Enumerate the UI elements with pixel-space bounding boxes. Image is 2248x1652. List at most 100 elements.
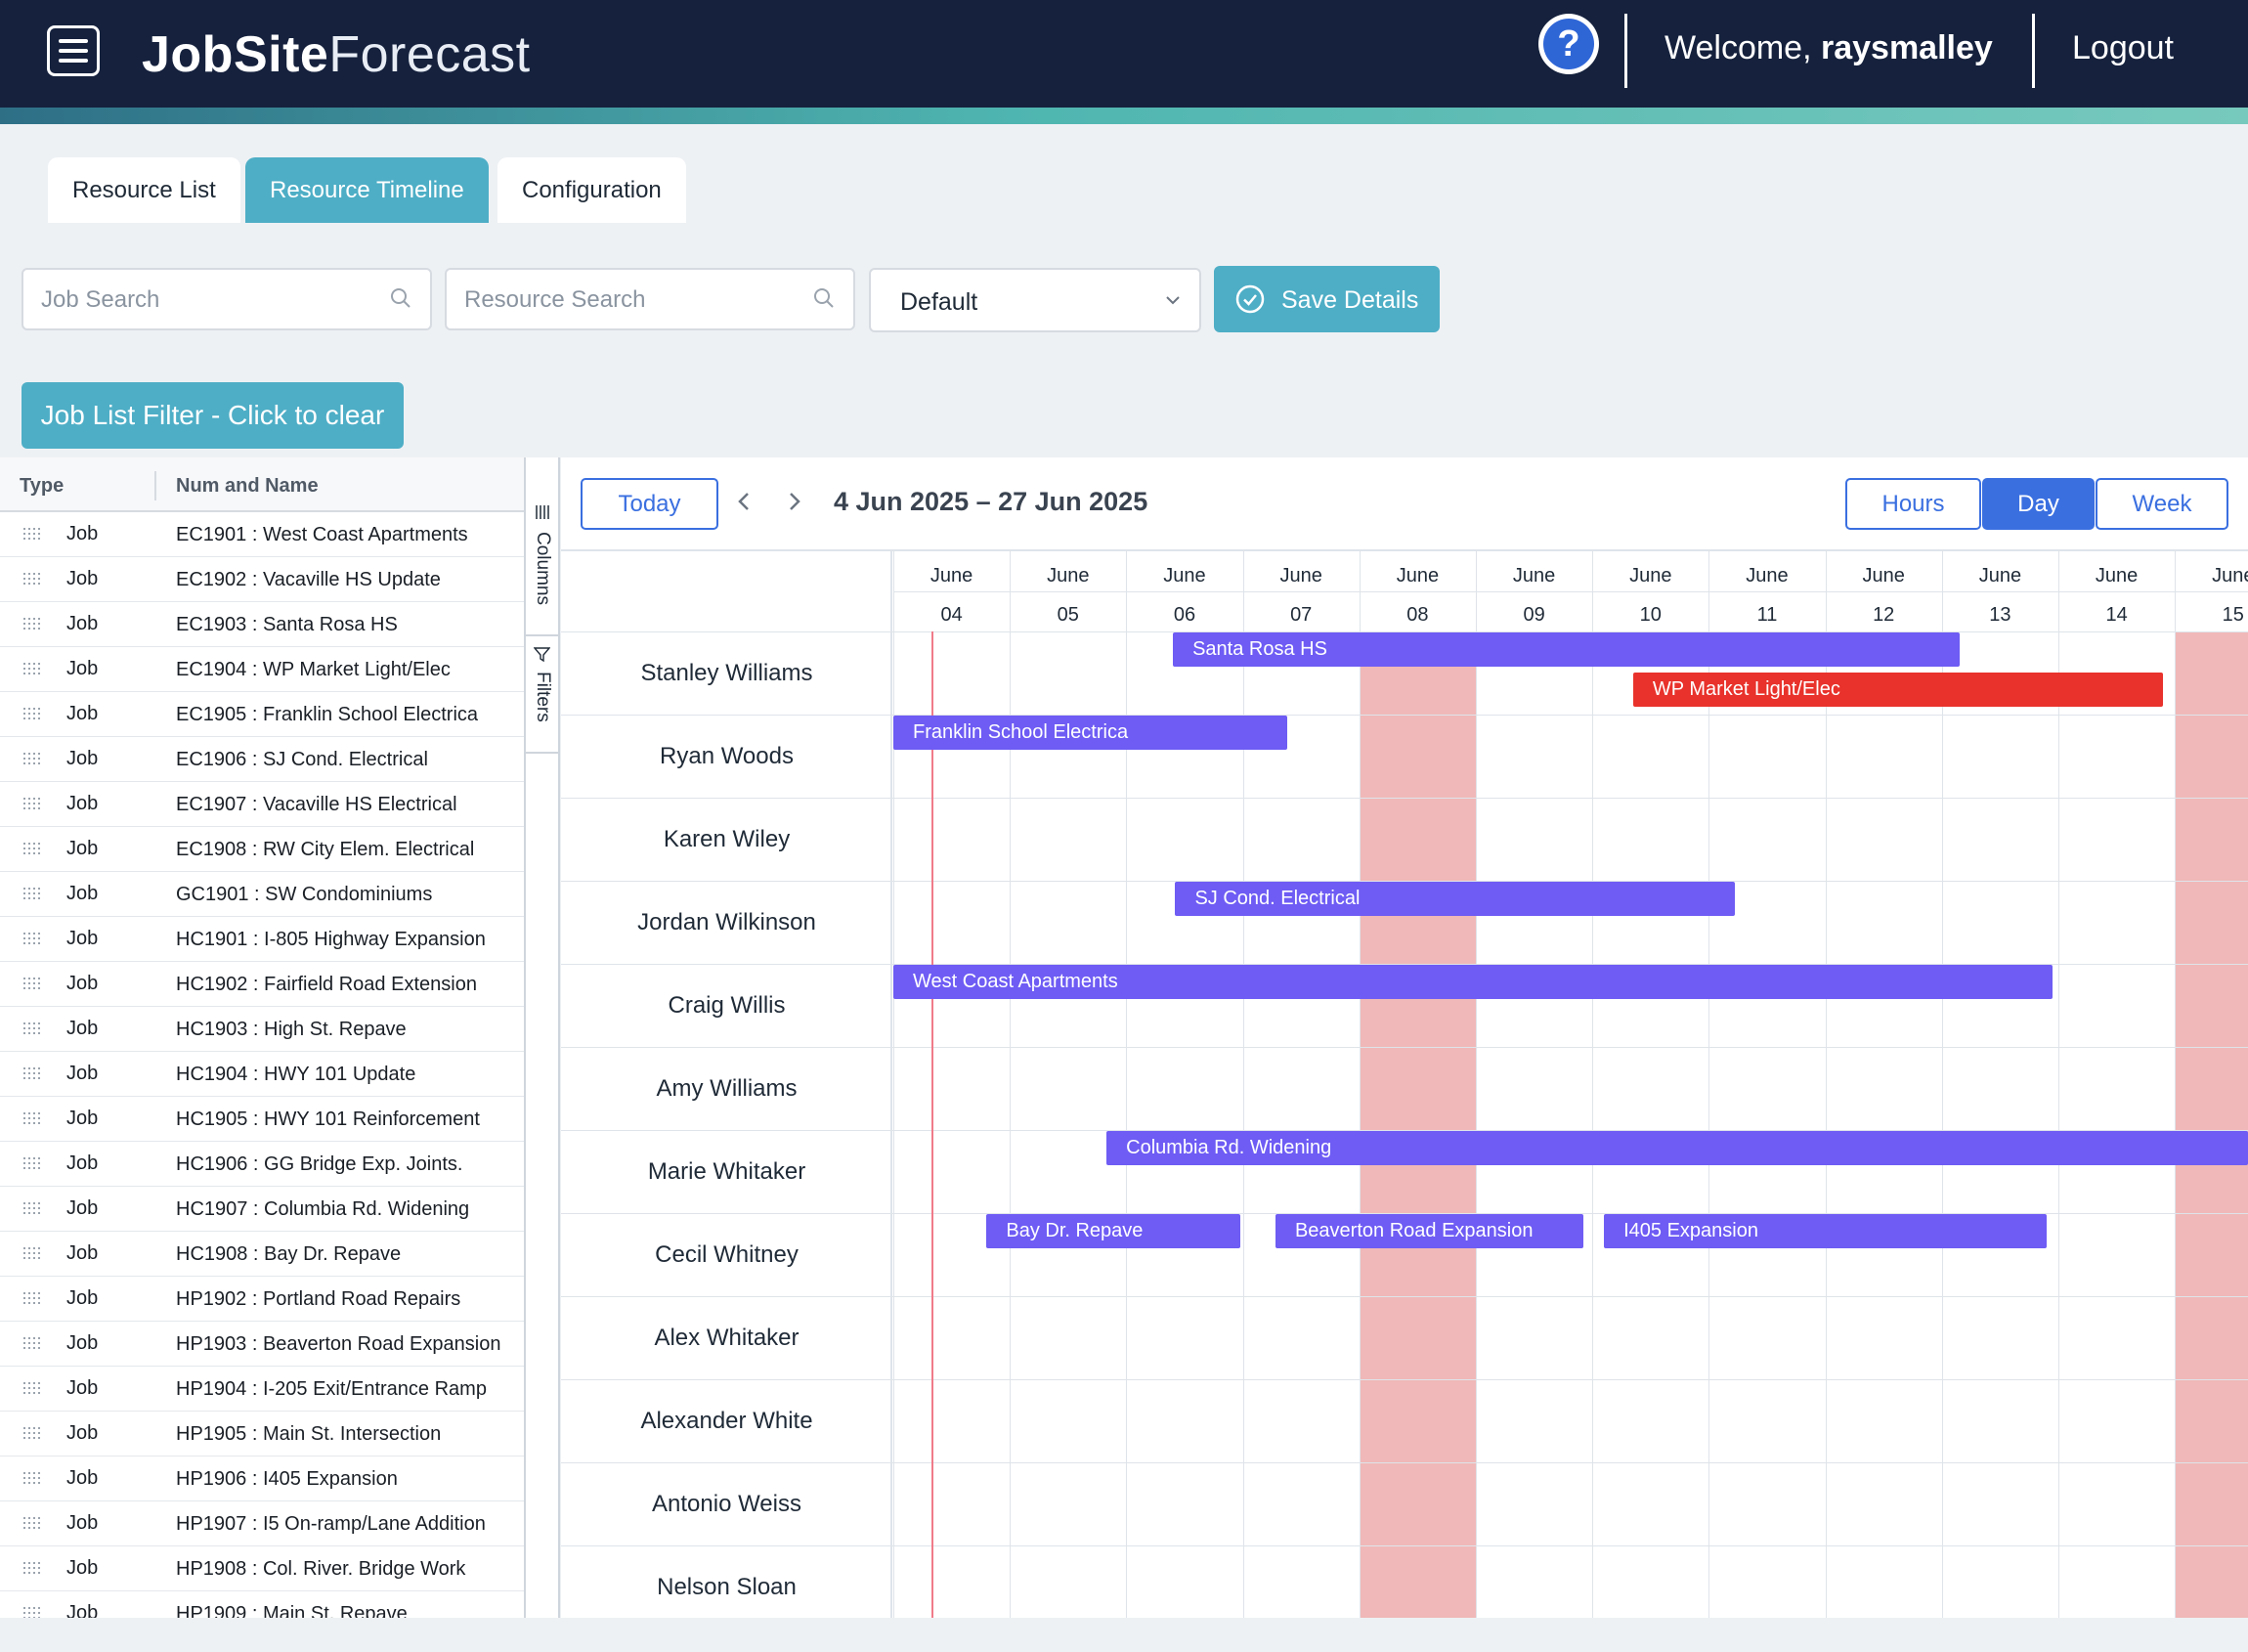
drag-handle-icon[interactable] bbox=[23, 617, 43, 630]
drag-handle-icon[interactable] bbox=[23, 527, 43, 541]
view-week-button[interactable]: Week bbox=[2096, 478, 2228, 530]
drag-handle-icon[interactable] bbox=[23, 1606, 43, 1618]
chevron-right-icon[interactable] bbox=[784, 487, 805, 516]
resource-row-gridline bbox=[561, 1130, 2248, 1131]
resource-name[interactable]: Craig Willis bbox=[668, 992, 786, 1019]
drag-handle-icon[interactable] bbox=[23, 1426, 43, 1440]
resource-name[interactable]: Ryan Woods bbox=[660, 743, 794, 769]
job-search-input[interactable]: Job Search bbox=[22, 268, 432, 330]
job-list-row[interactable]: Job HC1904 : HWY 101 Update bbox=[0, 1052, 524, 1097]
resource-name[interactable]: Jordan Wilkinson bbox=[637, 909, 816, 935]
view-hours-button[interactable]: Hours bbox=[1845, 478, 1981, 530]
drag-handle-icon[interactable] bbox=[23, 1156, 43, 1170]
drag-handle-icon[interactable] bbox=[23, 932, 43, 945]
job-list-row[interactable]: Job HP1902 : Portland Road Repairs bbox=[0, 1277, 524, 1322]
job-num-name: HC1908 : Bay Dr. Repave bbox=[176, 1243, 402, 1265]
drag-handle-icon[interactable] bbox=[23, 1471, 43, 1485]
drag-handle-icon[interactable] bbox=[23, 1022, 43, 1035]
drag-handle-icon[interactable] bbox=[23, 662, 43, 675]
job-assignment-bar[interactable]: I405 Expansion bbox=[1604, 1214, 2048, 1248]
job-list-row[interactable]: Job EC1903 : Santa Rosa HS bbox=[0, 602, 524, 647]
job-assignment-bar[interactable]: SJ Cond. Electrical bbox=[1175, 882, 1735, 916]
column-header-num-name[interactable]: Num and Name bbox=[176, 475, 319, 497]
drag-handle-icon[interactable] bbox=[23, 1246, 43, 1260]
help-icon[interactable]: ? bbox=[1538, 14, 1599, 74]
tab-configuration[interactable]: Configuration bbox=[497, 157, 686, 223]
drag-handle-icon[interactable] bbox=[23, 1291, 43, 1305]
job-list-row[interactable]: Job HC1908 : Bay Dr. Repave bbox=[0, 1232, 524, 1277]
tab-resource-timeline[interactable]: Resource Timeline bbox=[245, 157, 489, 223]
job-list-row[interactable]: Job HP1904 : I-205 Exit/Entrance Ramp bbox=[0, 1367, 524, 1412]
day-header-month: June bbox=[1396, 565, 1440, 587]
hamburger-menu-icon[interactable] bbox=[47, 25, 100, 76]
drag-handle-icon[interactable] bbox=[23, 797, 43, 810]
resource-row-gridline bbox=[561, 1213, 2248, 1214]
app-logo[interactable]: JobSiteForecast bbox=[142, 26, 531, 83]
tab-resource-list[interactable]: Resource List bbox=[48, 157, 240, 223]
view-day-button[interactable]: Day bbox=[1982, 478, 2095, 530]
job-list-row[interactable]: Job GC1901 : SW Condominiums bbox=[0, 872, 524, 917]
resource-name[interactable]: Cecil Whitney bbox=[655, 1241, 799, 1268]
job-list-row[interactable]: Job HP1905 : Main St. Intersection bbox=[0, 1412, 524, 1456]
drag-handle-icon[interactable] bbox=[23, 1516, 43, 1530]
drag-handle-icon[interactable] bbox=[23, 842, 43, 855]
job-list-row[interactable]: Job HP1909 : Main St. Repave bbox=[0, 1591, 524, 1618]
columns-side-tab[interactable]: Columns bbox=[526, 457, 558, 636]
job-list-row[interactable]: Job EC1904 : WP Market Light/Elec bbox=[0, 647, 524, 692]
job-assignment-bar[interactable]: Columbia Rd. Widening bbox=[1106, 1131, 2248, 1165]
resource-name[interactable]: Alexander White bbox=[640, 1408, 813, 1434]
resource-search-input[interactable]: Resource Search bbox=[445, 268, 855, 330]
drag-handle-icon[interactable] bbox=[23, 1201, 43, 1215]
drag-handle-icon[interactable] bbox=[23, 707, 43, 720]
resource-name[interactable]: Nelson Sloan bbox=[657, 1574, 797, 1600]
job-assignment-bar[interactable]: Franklin School Electrica bbox=[893, 716, 1287, 750]
drag-handle-icon[interactable] bbox=[23, 1111, 43, 1125]
drag-handle-icon[interactable] bbox=[23, 1561, 43, 1575]
job-list-row[interactable]: Job EC1906 : SJ Cond. Electrical bbox=[0, 737, 524, 782]
job-num-name: EC1901 : West Coast Apartments bbox=[176, 524, 468, 545]
job-list-row[interactable]: Job HC1907 : Columbia Rd. Widening bbox=[0, 1187, 524, 1232]
drag-handle-icon[interactable] bbox=[23, 572, 43, 586]
job-list-row[interactable]: Job HP1907 : I5 On-ramp/Lane Addition bbox=[0, 1501, 524, 1546]
column-header-type[interactable]: Type bbox=[20, 475, 65, 497]
resource-name[interactable]: Stanley Williams bbox=[640, 660, 813, 686]
job-list-row[interactable]: Job EC1908 : RW City Elem. Electrical bbox=[0, 827, 524, 872]
drag-handle-icon[interactable] bbox=[23, 1066, 43, 1080]
drag-handle-icon[interactable] bbox=[23, 752, 43, 765]
column-separator[interactable] bbox=[154, 471, 156, 500]
job-list-row[interactable]: Job EC1905 : Franklin School Electrica bbox=[0, 692, 524, 737]
job-list-row[interactable]: Job HC1903 : High St. Repave bbox=[0, 1007, 524, 1052]
job-list-row[interactable]: Job EC1901 : West Coast Apartments bbox=[0, 512, 524, 557]
day-header-month: June bbox=[1746, 565, 1789, 587]
drag-handle-icon[interactable] bbox=[23, 1336, 43, 1350]
view-select[interactable]: Default bbox=[869, 268, 1201, 332]
today-button[interactable]: Today bbox=[581, 478, 718, 530]
job-assignment-bar[interactable]: Beaverton Road Expansion bbox=[1275, 1214, 1583, 1248]
job-list-row[interactable]: Job HP1903 : Beaverton Road Expansion bbox=[0, 1322, 524, 1367]
job-list-row[interactable]: Job EC1902 : Vacaville HS Update bbox=[0, 557, 524, 602]
resource-name[interactable]: Karen Wiley bbox=[663, 826, 791, 852]
resource-name[interactable]: Antonio Weiss bbox=[652, 1491, 801, 1517]
job-list-row[interactable]: Job HC1906 : GG Bridge Exp. Joints. bbox=[0, 1142, 524, 1187]
resource-name[interactable]: Amy Williams bbox=[656, 1075, 798, 1102]
job-assignment-bar[interactable]: Bay Dr. Repave bbox=[986, 1214, 1241, 1248]
job-list-row[interactable]: Job HC1902 : Fairfield Road Extension bbox=[0, 962, 524, 1007]
chevron-left-icon[interactable] bbox=[733, 487, 755, 516]
job-list-row[interactable]: Job HC1901 : I-805 Highway Expansion bbox=[0, 917, 524, 962]
job-list-filter-clear-button[interactable]: Job List Filter - Click to clear bbox=[22, 382, 404, 449]
save-details-button[interactable]: Save Details bbox=[1214, 266, 1440, 332]
job-list-row[interactable]: Job HC1905 : HWY 101 Reinforcement bbox=[0, 1097, 524, 1142]
logout-link[interactable]: Logout bbox=[2072, 29, 2174, 66]
job-assignment-bar[interactable]: WP Market Light/Elec bbox=[1632, 673, 2164, 707]
job-assignment-bar[interactable]: Santa Rosa HS bbox=[1173, 632, 1960, 667]
job-list-row[interactable]: Job HP1908 : Col. River. Bridge Work bbox=[0, 1546, 524, 1591]
drag-handle-icon[interactable] bbox=[23, 887, 43, 900]
resource-name[interactable]: Alex Whitaker bbox=[654, 1325, 800, 1351]
job-list-row[interactable]: Job EC1907 : Vacaville HS Electrical bbox=[0, 782, 524, 827]
job-assignment-bar[interactable]: West Coast Apartments bbox=[893, 965, 2053, 999]
filters-side-tab[interactable]: Filters bbox=[526, 636, 558, 754]
resource-name[interactable]: Marie Whitaker bbox=[647, 1158, 806, 1185]
job-list-row[interactable]: Job HP1906 : I405 Expansion bbox=[0, 1456, 524, 1501]
drag-handle-icon[interactable] bbox=[23, 977, 43, 990]
drag-handle-icon[interactable] bbox=[23, 1381, 43, 1395]
